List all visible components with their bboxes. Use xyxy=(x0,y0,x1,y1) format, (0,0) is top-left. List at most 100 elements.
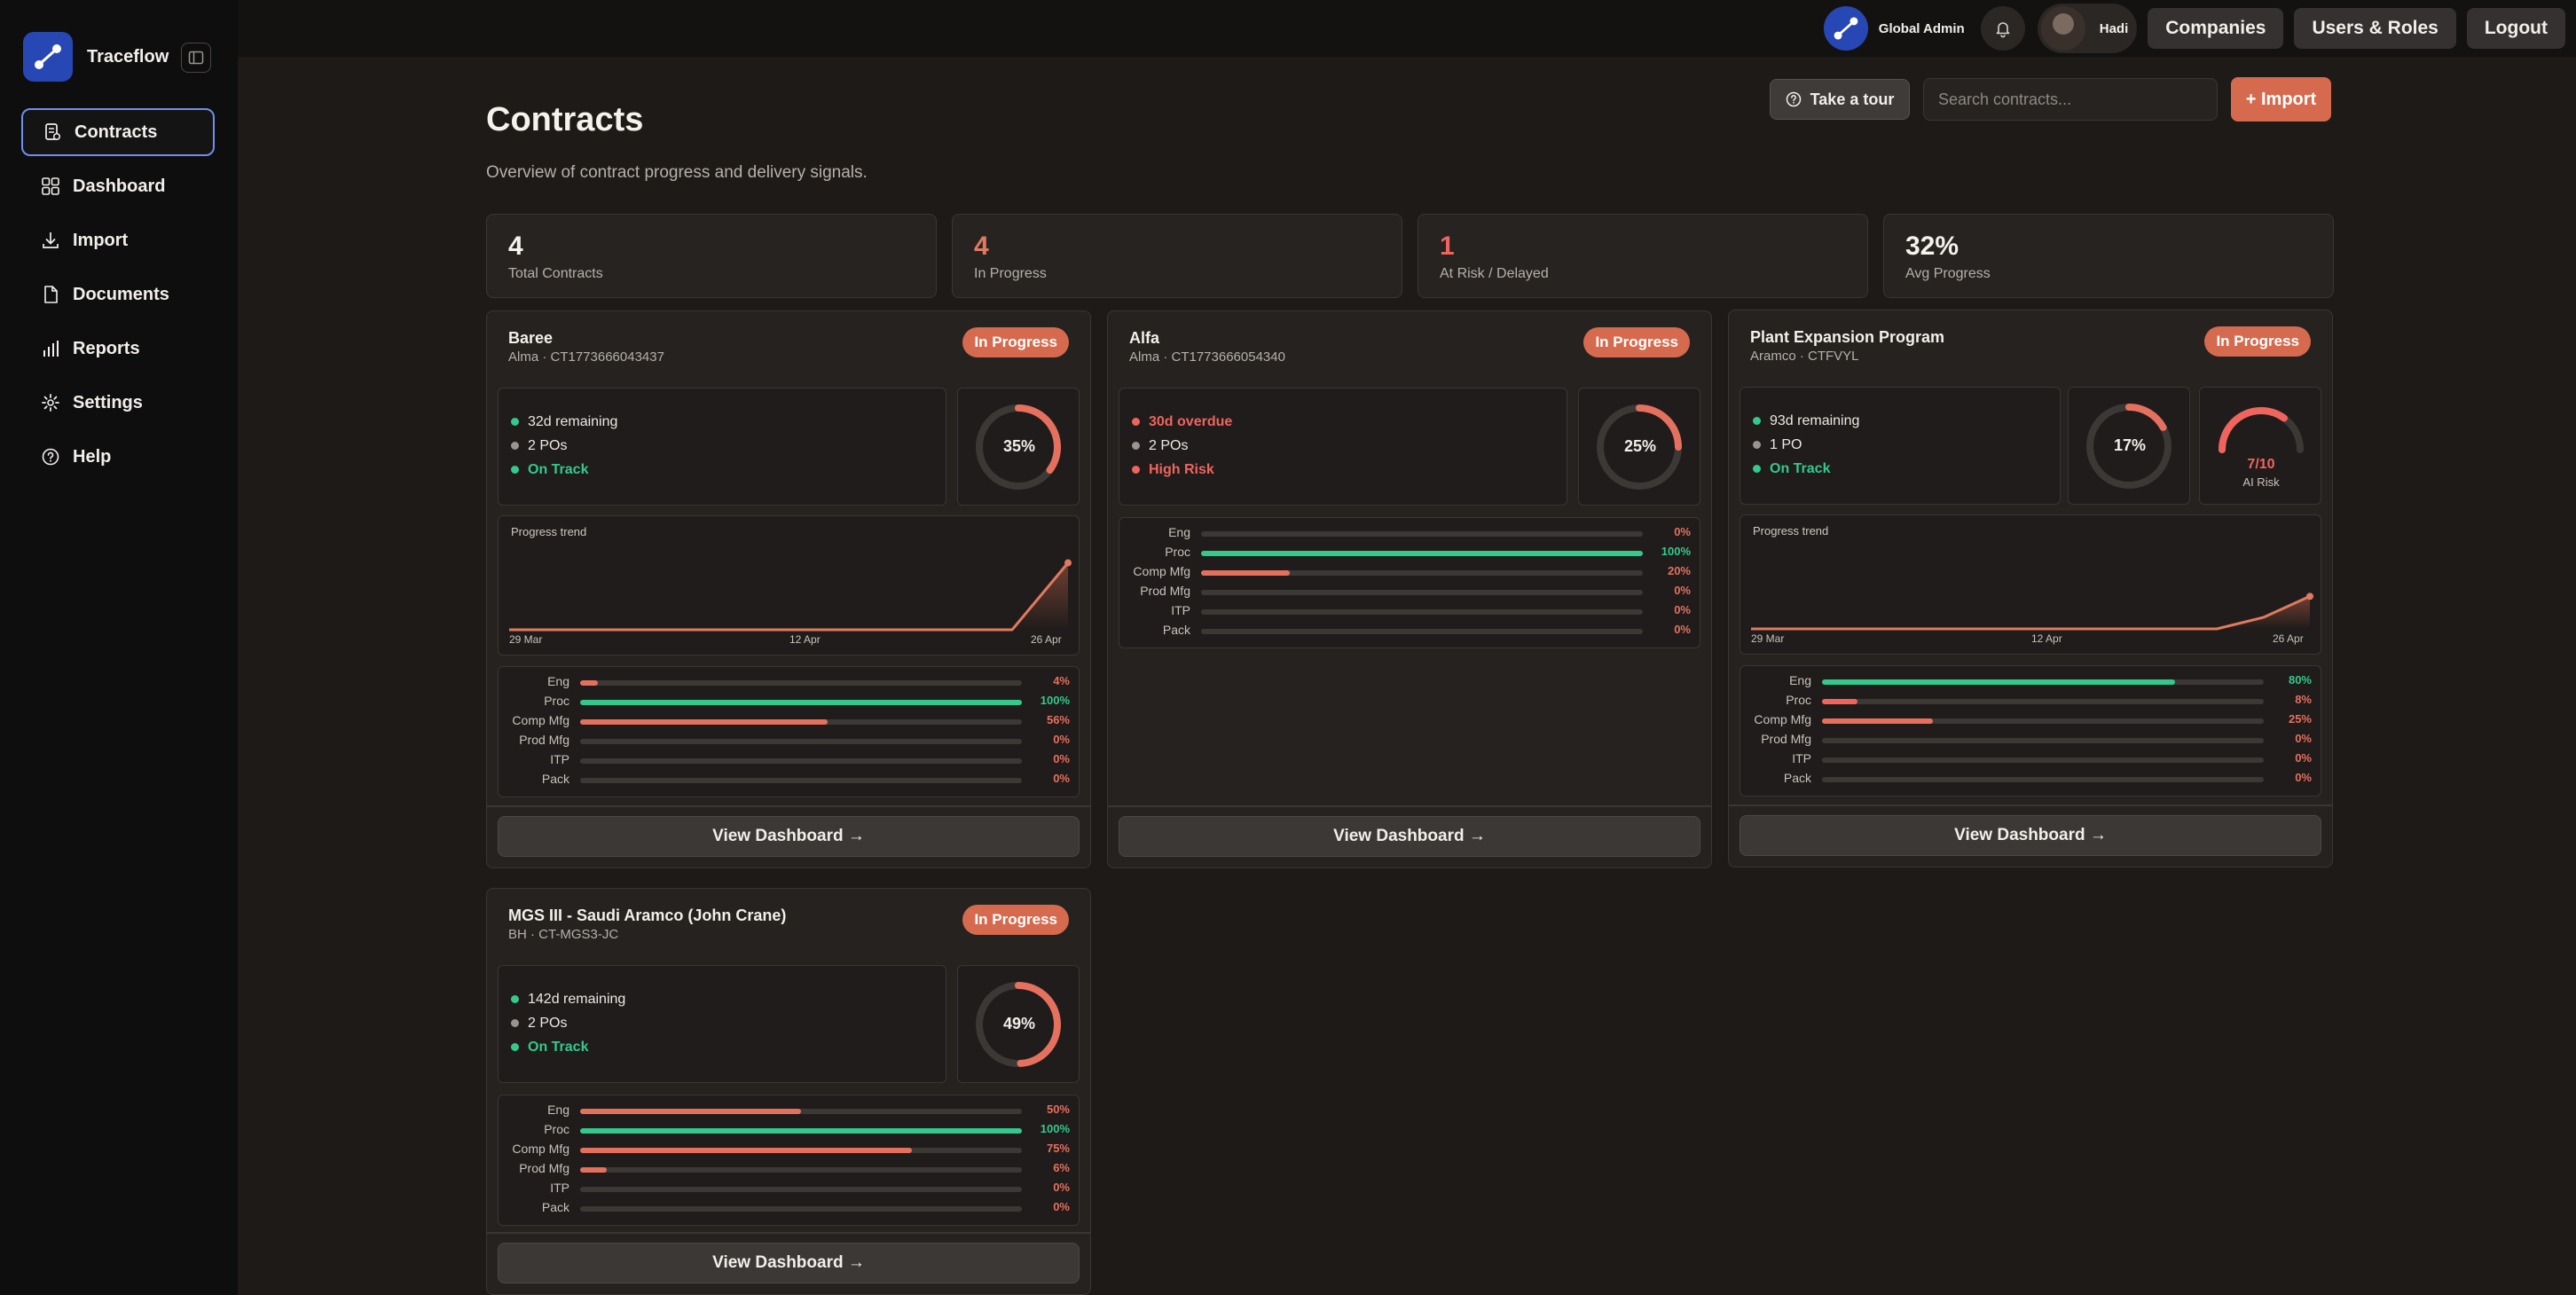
phase-row: Prod Mfg 0% xyxy=(1740,730,2322,750)
sidebar-item-help[interactable]: Help xyxy=(21,433,215,481)
phase-bar-track xyxy=(1201,609,1643,615)
take-tour-button[interactable]: Take a tour xyxy=(1770,79,1910,120)
phase-bar-fill xyxy=(1822,718,1933,724)
phase-value: 80% xyxy=(2288,673,2312,687)
phase-bar-fill xyxy=(580,1128,1022,1134)
phase-label: Pack xyxy=(1162,623,1190,637)
stat-card: 4 In Progress xyxy=(952,214,1402,298)
phase-label: Proc xyxy=(544,694,569,708)
logout-button[interactable]: Logout xyxy=(2466,8,2565,49)
sidebar-item-import[interactable]: Import xyxy=(21,216,215,264)
status-dot xyxy=(511,418,519,426)
phase-bar-track xyxy=(1822,699,2264,704)
status-dot xyxy=(511,1043,519,1051)
stat-label: In Progress xyxy=(974,266,1047,281)
trend-point xyxy=(2306,593,2313,600)
status-dot xyxy=(511,442,519,450)
sidebar-item-settings[interactable]: Settings xyxy=(21,379,215,427)
phase-label: Comp Mfg xyxy=(1754,712,1811,726)
phase-row: Proc 100% xyxy=(499,692,1080,711)
sidebar-toggle-button[interactable] xyxy=(181,43,211,73)
sidebar-item-label: Dashboard xyxy=(73,176,166,196)
signal-item: 1 PO xyxy=(1753,433,2060,457)
stat-value: 1 xyxy=(1440,232,1455,261)
phase-value: 56% xyxy=(1046,713,1070,726)
donut-progress-arc xyxy=(2086,404,2172,489)
status-dot xyxy=(511,1019,519,1027)
view-dashboard-button[interactable]: View Dashboard → xyxy=(498,816,1080,857)
notifications-button[interactable] xyxy=(1980,6,2025,51)
companies-button[interactable]: Companies xyxy=(2148,8,2284,49)
download-icon xyxy=(41,231,60,250)
phase-row: Comp Mfg 75% xyxy=(499,1140,1080,1159)
phase-bar-fill xyxy=(1201,551,1643,556)
status-badge: In Progress xyxy=(962,905,1069,935)
phase-label: Proc xyxy=(1786,693,1811,707)
phase-bar-track xyxy=(580,1167,1022,1173)
phase-label: Pack xyxy=(1783,771,1811,785)
phase-value: 0% xyxy=(1674,623,1691,636)
phase-label: Prod Mfg xyxy=(1140,584,1190,598)
status-badge: In Progress xyxy=(2204,326,2311,357)
phase-row: ITP 0% xyxy=(1119,601,1701,621)
phase-value: 50% xyxy=(1046,1103,1070,1116)
help-circle-icon xyxy=(1786,91,1801,107)
view-dashboard-button[interactable]: View Dashboard → xyxy=(498,1243,1080,1283)
phase-label: Comp Mfg xyxy=(512,1142,569,1156)
admin-avatar[interactable] xyxy=(1823,6,1868,51)
status-badge: In Progress xyxy=(962,327,1069,357)
grid-icon xyxy=(41,177,60,196)
contract-title: MGS III - Saudi Aramco (John Crane) xyxy=(508,906,787,924)
search-contracts-input[interactable] xyxy=(1923,78,2218,121)
sidebar-item-documents[interactable]: Documents xyxy=(21,271,215,318)
users-roles-button[interactable]: Users & Roles xyxy=(2294,8,2456,49)
progress-donut xyxy=(976,404,1061,490)
phase-value: 0% xyxy=(2295,751,2312,765)
trend-svg xyxy=(1751,593,2313,631)
phase-bar-track xyxy=(580,1187,1022,1192)
phase-value: 75% xyxy=(1046,1142,1070,1155)
phase-label: Prod Mfg xyxy=(519,1161,569,1175)
page-subtitle: Overview of contract progress and delive… xyxy=(486,163,868,182)
progress-percent: 17% xyxy=(2113,436,2147,454)
trend-svg xyxy=(509,559,1072,632)
import-button[interactable]: + Import xyxy=(2231,77,2331,122)
stat-value: 4 xyxy=(508,232,523,261)
stat-value: 4 xyxy=(974,232,989,261)
phase-bar-track xyxy=(580,719,1022,725)
take-tour-label: Take a tour xyxy=(1810,90,1895,108)
status-dot xyxy=(511,466,519,474)
brand[interactable]: Traceflow xyxy=(23,32,169,82)
sidebar-item-label: Reports xyxy=(73,338,140,358)
signal-text: 2 POs xyxy=(528,437,568,453)
view-dashboard-button[interactable]: View Dashboard → xyxy=(1740,815,2321,856)
phase-row: Proc 8% xyxy=(1740,691,2322,710)
phase-value: 8% xyxy=(2295,693,2312,706)
signal-text: 142d remaining xyxy=(528,991,626,1007)
sidebar-item-reports[interactable]: Reports xyxy=(21,325,215,373)
phase-bar-track xyxy=(1822,777,2264,782)
phase-row: Pack 0% xyxy=(1740,769,2322,789)
donut-progress-arc xyxy=(1597,404,1682,490)
phase-value: 0% xyxy=(1674,584,1691,597)
status-dot xyxy=(1753,465,1761,473)
phase-label: Comp Mfg xyxy=(512,713,569,727)
sidebar-item-contracts[interactable]: Contracts xyxy=(21,108,215,156)
user-menu[interactable]: Hadi xyxy=(2037,4,2138,53)
phase-bar-track xyxy=(1201,570,1643,576)
sidebar-item-dashboard[interactable]: Dashboard xyxy=(21,162,215,210)
trend-x-tick: 26 Apr xyxy=(2273,632,2304,645)
phase-label: Eng xyxy=(1789,673,1811,687)
progress-panel: 49% xyxy=(957,965,1080,1083)
document-icon xyxy=(41,285,60,304)
view-dashboard-button[interactable]: View Dashboard → xyxy=(1119,816,1700,857)
user-role: Global Admin xyxy=(1878,20,1965,36)
phase-row: Eng 50% xyxy=(499,1101,1080,1120)
phase-row: ITP 0% xyxy=(499,1179,1080,1198)
phase-value: 0% xyxy=(1053,752,1070,765)
trend-x-tick: 12 Apr xyxy=(2031,632,2062,645)
signal-item: On Track xyxy=(511,1035,946,1059)
contract-subtitle: Alma · CT1773666043437 xyxy=(508,349,664,365)
traceflow-logo-icon xyxy=(1834,17,1858,40)
sidebar-item-label: Contracts xyxy=(75,122,158,142)
